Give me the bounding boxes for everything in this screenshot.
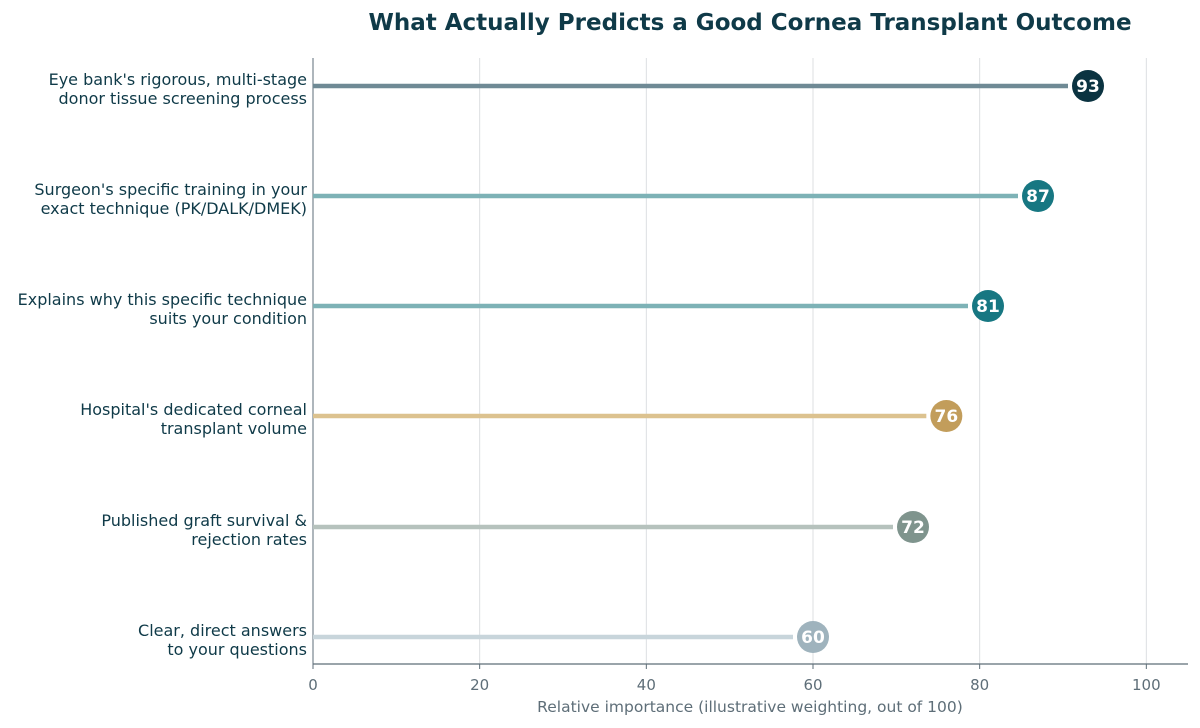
- lollipop-dot: [797, 621, 829, 653]
- data-label: 76: [934, 407, 958, 427]
- x-tick-label: 100: [1132, 676, 1161, 694]
- category-label-line: rejection rates: [191, 530, 307, 549]
- category-label-line: donor tissue screening process: [59, 89, 308, 108]
- lollipop-dot: [1072, 70, 1104, 102]
- category-label-line: transplant volume: [161, 419, 307, 438]
- data-label: 72: [901, 518, 925, 538]
- category-label: Hospital's dedicated corneal transplant v…: [80, 400, 307, 438]
- x-tick-label: 60: [803, 676, 822, 694]
- category-label-line: Hospital's dedicated corneal: [80, 400, 307, 419]
- data-label: 81: [976, 297, 1000, 317]
- x-tick-label: 0: [308, 676, 318, 694]
- grid-lines: [312, 58, 1147, 664]
- category-label-line: Eye bank's rigorous, multi-stage: [49, 70, 307, 89]
- data-label: 93: [1076, 77, 1100, 97]
- category-labels: Eye bank's rigorous, multi-stage donor ti…: [18, 70, 308, 659]
- x-tick-label: 40: [637, 676, 656, 694]
- category-label-line: Clear, direct answers: [138, 621, 307, 640]
- lollipop-dot: [930, 400, 963, 432]
- category-label-line: exact technique (PK/DALK/DMEK): [41, 199, 307, 218]
- x-tick-label: 80: [970, 676, 989, 694]
- category-label: Published graft survival & rejection rate…: [101, 511, 307, 549]
- lollipop-dot: [897, 511, 929, 543]
- category-label-line: Published graft survival &: [101, 511, 307, 530]
- category-label-line: suits your condition: [149, 309, 307, 328]
- category-label: Explains why this specific technique suit…: [18, 290, 307, 328]
- category-label: Surgeon's specific training in your exact…: [34, 180, 307, 218]
- category-label: Clear, direct answers to your questions: [138, 621, 307, 659]
- category-label-line: to your questions: [167, 640, 307, 659]
- lollipop-dot: [972, 290, 1004, 322]
- category-label: Eye bank's rigorous, multi-stage donor ti…: [49, 70, 307, 108]
- x-axis-label: Relative importance (illustrative weight…: [537, 698, 963, 716]
- category-label-line: Surgeon's specific training in your: [34, 180, 307, 199]
- data-series: 93 87 81 76 72 60: [313, 70, 1104, 653]
- data-label: 60: [801, 628, 825, 648]
- category-label-line: Explains why this specific technique: [18, 290, 307, 309]
- data-label: 87: [1026, 187, 1050, 207]
- x-tick-label: 20: [470, 676, 489, 694]
- chart-title: What Actually Predicts a Good Cornea Tra…: [368, 10, 1131, 36]
- lollipop-dot: [1022, 180, 1054, 212]
- axes: 0 20 40 60 80 100: [308, 58, 1188, 694]
